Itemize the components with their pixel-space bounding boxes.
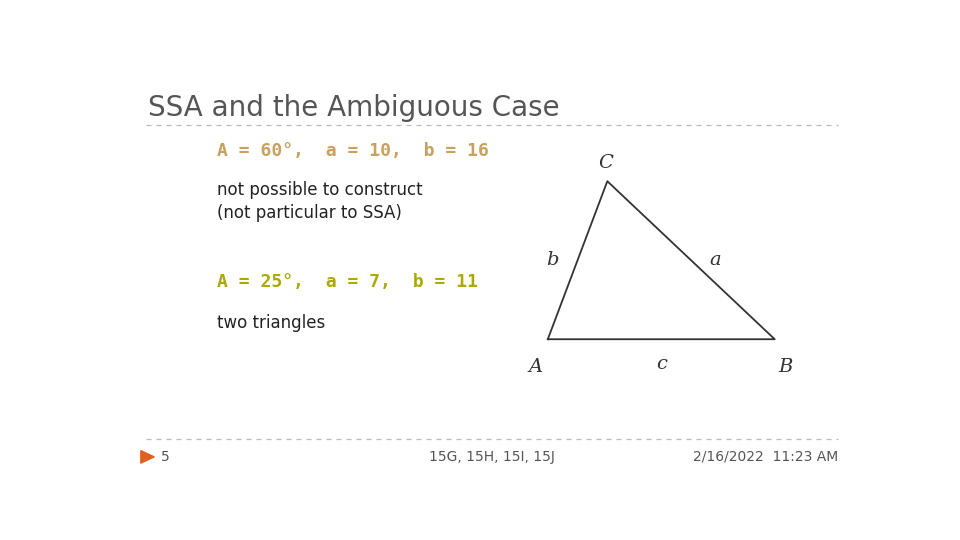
Text: 5: 5 [161,450,170,464]
Text: y: y [879,49,885,58]
Text: a: a [709,251,721,269]
Text: (not particular to SSA): (not particular to SSA) [217,204,401,222]
Text: two triangles: two triangles [217,314,325,332]
Text: c: c [656,355,666,373]
Text: A = 60°,  a = 10,  b = 16: A = 60°, a = 10, b = 16 [217,141,489,160]
Text: not possible to construct: not possible to construct [217,181,422,199]
Text: 2/16/2022  11:23 AM: 2/16/2022 11:23 AM [693,450,838,464]
Text: SSA and the Ambiguous Case: SSA and the Ambiguous Case [148,94,560,122]
Text: 15G, 15H, 15I, 15J: 15G, 15H, 15I, 15J [429,450,555,464]
Text: B: B [778,358,792,376]
Polygon shape [141,451,155,463]
Text: C: C [598,154,613,172]
Text: Cop: Cop [873,30,892,39]
Text: b: b [546,251,559,269]
Text: A: A [529,358,543,376]
Text: A = 25°,  a = 7,  b = 11: A = 25°, a = 7, b = 11 [217,273,478,291]
